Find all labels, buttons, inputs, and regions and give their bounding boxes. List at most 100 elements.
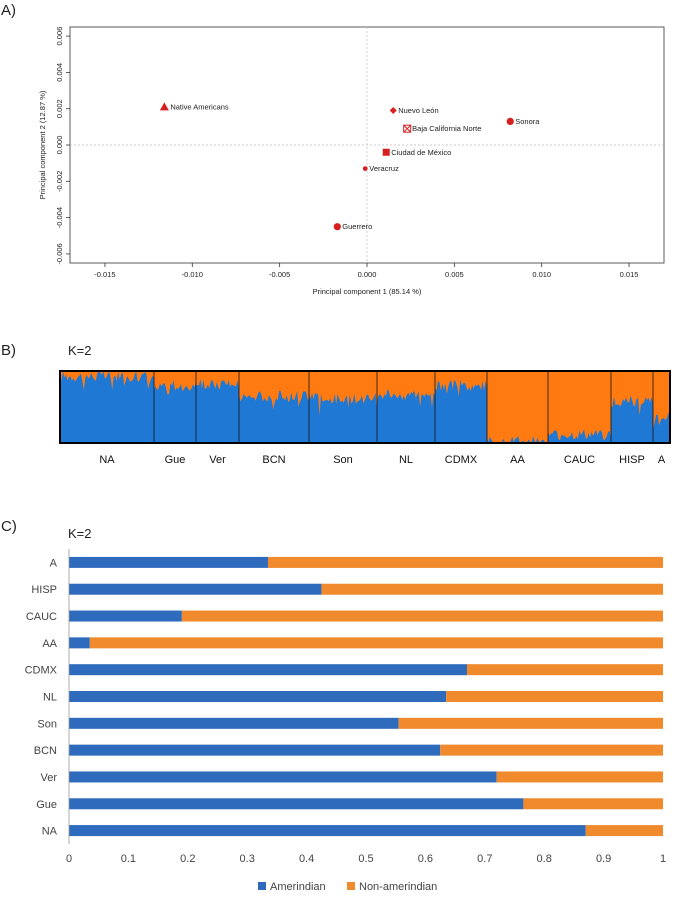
pca-x-tick-label: 0.015 xyxy=(620,270,639,279)
pca-x-tick-label: -0.005 xyxy=(269,270,290,279)
panel-a-label: A) xyxy=(1,2,16,19)
bar-x-tick-label: 0.7 xyxy=(477,853,492,865)
pca-point xyxy=(382,148,390,156)
pca-y-tick-label: -0.006 xyxy=(55,243,64,264)
bar-amerindian xyxy=(69,610,182,622)
admixture-group-amerindian xyxy=(435,379,487,443)
bar-nonamerindian xyxy=(585,825,663,837)
admixture-group-amerindian xyxy=(309,392,377,443)
bar-nonamerindian xyxy=(466,664,663,676)
admixture-group-amerindian xyxy=(653,412,670,443)
bar-x-tick-label: 0.6 xyxy=(418,853,433,865)
bar-amerindian xyxy=(69,825,586,837)
bar-category-label: Gue xyxy=(36,799,57,811)
bar-amerindian xyxy=(69,583,322,595)
pca-y-tick-label: 0.006 xyxy=(55,27,64,46)
pca-x-tick-label: 0.010 xyxy=(532,270,551,279)
bar-amerindian xyxy=(69,744,441,756)
bar-amerindian xyxy=(69,771,497,783)
admixture-category-label: Gue xyxy=(165,454,186,466)
bar-category-label: A xyxy=(50,557,58,569)
admixture-category-label: BCN xyxy=(262,454,285,466)
pca-x-tick-label: -0.010 xyxy=(182,270,203,279)
legend-swatch-nonamerindian xyxy=(347,882,355,890)
bar-nonamerindian xyxy=(398,717,663,729)
bar-x-tick-label: 0.1 xyxy=(121,853,136,865)
admixture-group-amerindian xyxy=(377,389,435,443)
bar-nonamerindian xyxy=(181,610,664,622)
bar-category-label: CAUC xyxy=(26,611,57,623)
pca-x-tick-label: 0.005 xyxy=(445,270,464,279)
admixture-group-amerindian xyxy=(239,390,309,443)
pca-y-tick-label: 0.000 xyxy=(55,136,64,155)
admixture-category-label: CAUC xyxy=(564,454,595,466)
bar-nonamerindian xyxy=(89,637,664,649)
admixture-group-amerindian xyxy=(196,378,239,443)
admixture-category-label: HISP xyxy=(619,454,645,466)
legend-label-nonamerindian: Non-amerindian xyxy=(359,881,437,893)
pca-x-tick-label: -0.015 xyxy=(94,270,115,279)
bar-x-tick-label: 0 xyxy=(66,853,72,865)
pca-y-axis-label: Principal component 2 (12.87 %) xyxy=(38,90,47,199)
admixture-category-label: AA xyxy=(510,454,525,466)
bar-category-label: Son xyxy=(37,718,57,730)
bar-category-label: AA xyxy=(42,638,57,650)
admixture-group-amerindian xyxy=(154,380,196,443)
pca-point-label: Sonora xyxy=(515,117,540,126)
admixture-category-label: NL xyxy=(399,454,413,466)
pca-x-tick-label: 0.000 xyxy=(358,270,377,279)
panel-c-k-label: K=2 xyxy=(68,526,92,541)
bar-x-tick-label: 0.2 xyxy=(180,853,195,865)
pca-x-axis-label: Principal component 1 (85.14 %) xyxy=(313,287,422,296)
bar-amerindian xyxy=(69,664,467,676)
bar-category-label: NL xyxy=(43,692,57,704)
bar-category-label: Ver xyxy=(40,772,57,784)
pca-point xyxy=(362,166,368,172)
bar-x-tick-label: 0.3 xyxy=(240,853,255,865)
admixture-category-label: NA xyxy=(99,454,115,466)
pca-point-label: Baja California Norte xyxy=(412,124,481,133)
bar-category-label: HISP xyxy=(31,584,57,596)
bar-category-label: CDMX xyxy=(25,665,58,677)
bar-nonamerindian xyxy=(523,798,663,810)
panel-b-k-label: K=2 xyxy=(68,343,92,358)
panel-c-label: C) xyxy=(1,518,17,535)
pca-point xyxy=(389,107,397,115)
admixture-category-label: Son xyxy=(333,454,353,466)
pca-y-tick-label: 0.002 xyxy=(55,99,64,118)
bar-category-label: NA xyxy=(42,826,58,838)
bar-category-label: BCN xyxy=(34,745,57,757)
pca-point-label: Ciudad de México xyxy=(391,148,451,157)
legend-swatch-amerindian xyxy=(258,882,266,890)
admixture-category-label: A xyxy=(658,454,666,466)
bar-amerindian xyxy=(69,717,399,729)
admixture-category-label: Ver xyxy=(209,454,226,466)
admixture-group-amerindian xyxy=(487,436,548,443)
legend-label-amerindian: Amerindian xyxy=(270,881,326,893)
admixture-category-label: CDMX xyxy=(445,454,478,466)
pca-point-label: Nuevo León xyxy=(398,106,438,115)
bar-x-tick-label: 0.9 xyxy=(596,853,611,865)
bar-nonamerindian xyxy=(446,691,663,702)
bar-amerindian xyxy=(69,691,447,702)
pca-point-cross xyxy=(403,124,412,133)
bar-nonamerindian xyxy=(321,583,663,595)
bar-x-tick-label: 0.4 xyxy=(299,853,314,865)
pca-point xyxy=(506,117,514,125)
pca-point xyxy=(333,223,341,231)
bar-nonamerindian xyxy=(440,744,663,756)
bar-x-tick-label: 0.8 xyxy=(537,853,552,865)
pca-y-tick-label: -0.002 xyxy=(55,171,64,192)
pca-y-tick-label: -0.004 xyxy=(55,207,64,228)
bar-amerindian xyxy=(69,637,90,649)
pca-point xyxy=(159,102,169,111)
pca-point-label: Veracruz xyxy=(369,164,399,173)
admixture-frame xyxy=(59,370,671,444)
admixture-group-amerindian xyxy=(548,429,611,443)
bar-amerindian xyxy=(69,556,268,568)
panel-b-label: B) xyxy=(1,342,16,359)
bar-nonamerindian xyxy=(267,556,663,568)
pca-point-label: Native Americans xyxy=(170,102,229,111)
admixture-group-amerindian xyxy=(611,395,653,443)
admixture-group-amerindian xyxy=(60,371,154,443)
